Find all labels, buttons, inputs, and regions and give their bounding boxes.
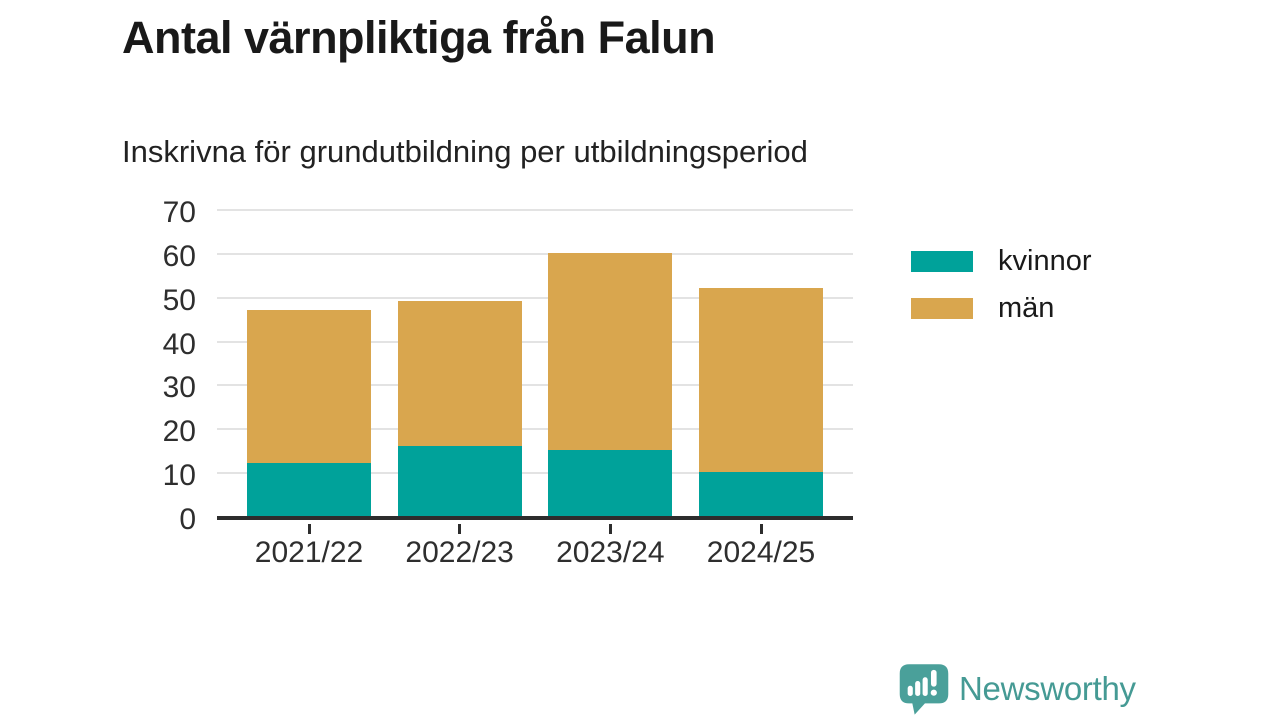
bar-segment-kvinnor-2022/23 xyxy=(397,445,522,516)
gridline-60 xyxy=(217,252,853,255)
y-tick-label-0: 0 xyxy=(179,503,196,536)
legend-swatch-kvinnor xyxy=(911,250,973,272)
x-tick-label-2022/23: 2022/23 xyxy=(405,536,514,569)
legend-item-män: män xyxy=(911,291,1092,325)
x-tick-label-2021/22: 2021/22 xyxy=(254,536,364,569)
y-tick-label-50: 50 xyxy=(162,283,196,317)
x-tick-2024/25 xyxy=(759,524,763,534)
legend-label-män: män xyxy=(998,292,1055,324)
legend-label-kvinnor: kvinnor xyxy=(998,245,1092,277)
y-tick-label-70: 70 xyxy=(162,196,196,229)
y-tick-label-10: 10 xyxy=(162,459,196,493)
x-tick-2022/23 xyxy=(458,524,462,534)
legend-item-kvinnor: kvinnor xyxy=(911,244,1092,278)
x-tick-label-2023/24: 2023/24 xyxy=(556,536,665,569)
y-tick-label-60: 60 xyxy=(162,239,196,273)
brand-footer: Newsworthy xyxy=(896,660,1136,717)
chart-subtitle: Inskrivna för grundutbildning per utbild… xyxy=(122,134,808,169)
bar-stack-2021/22 xyxy=(247,309,371,516)
y-tick-label-40: 40 xyxy=(162,327,196,361)
brand-name: Newsworthy xyxy=(959,669,1136,707)
gridline-70 xyxy=(217,209,853,211)
x-tick-2023/24 xyxy=(608,524,612,534)
newsworthy-logo-icon xyxy=(899,664,949,715)
x-tick-2021/22 xyxy=(307,524,311,534)
bar-segment-kvinnor-2024/25 xyxy=(699,472,823,516)
gridline-30 xyxy=(217,384,853,387)
bar-segment-kvinnor-2023/24 xyxy=(548,450,673,516)
bar-segment-kvinnor-2021/22 xyxy=(247,463,371,516)
y-tick-label-20: 20 xyxy=(162,415,196,449)
bar-stack-2023/24 xyxy=(548,252,673,516)
y-tick-label-30: 30 xyxy=(162,371,196,405)
chart-legend: kvinnor män xyxy=(911,244,1092,325)
x-tick-label-2024/25: 2024/25 xyxy=(706,536,816,569)
bar-segment-män-2021/22 xyxy=(247,309,371,464)
bar-segment-män-2022/23 xyxy=(397,301,522,446)
gridline-10 xyxy=(217,472,853,475)
bar-stack-2022/23 xyxy=(397,301,522,516)
bar-segment-män-2023/24 xyxy=(548,252,673,451)
chart-title: Antal värnpliktiga från Falun xyxy=(122,12,716,63)
bar-stack-2024/25 xyxy=(699,287,823,516)
plot-area xyxy=(217,209,853,520)
gridline-50 xyxy=(217,296,853,299)
gridline-40 xyxy=(217,340,853,343)
gridline-20 xyxy=(217,428,853,431)
bar-segment-män-2024/25 xyxy=(699,287,823,473)
legend-swatch-män xyxy=(911,297,973,319)
